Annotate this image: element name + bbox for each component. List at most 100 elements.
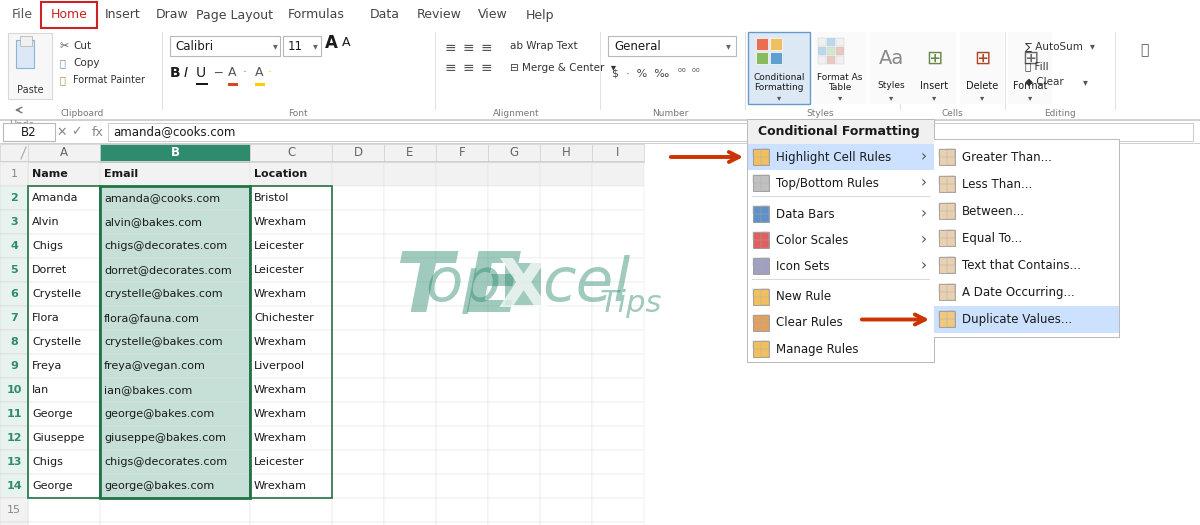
Bar bbox=[934, 252, 1120, 279]
Bar bbox=[592, 162, 644, 186]
Text: Draw: Draw bbox=[156, 8, 188, 22]
Text: Styles: Styles bbox=[877, 81, 905, 90]
Text: Formatting: Formatting bbox=[755, 83, 804, 92]
Text: Review: Review bbox=[416, 8, 462, 22]
Bar bbox=[748, 201, 934, 227]
Bar bbox=[754, 289, 769, 297]
Text: ⁰⁰  ⁰⁰: ⁰⁰ ⁰⁰ bbox=[678, 68, 700, 78]
Bar bbox=[384, 282, 436, 306]
Text: Chigs: Chigs bbox=[32, 457, 62, 467]
Bar bbox=[250, 450, 332, 474]
Bar bbox=[228, 83, 238, 86]
Bar bbox=[947, 230, 955, 246]
Text: View: View bbox=[478, 8, 508, 22]
Bar bbox=[947, 257, 955, 273]
Text: Ian: Ian bbox=[32, 385, 49, 395]
Bar bbox=[592, 498, 644, 522]
Bar bbox=[540, 498, 592, 522]
Bar bbox=[0, 378, 28, 402]
Bar bbox=[436, 474, 488, 498]
Bar bbox=[934, 279, 1120, 306]
Bar bbox=[436, 426, 488, 450]
Text: Font: Font bbox=[288, 110, 308, 119]
Bar bbox=[332, 402, 384, 426]
Bar bbox=[754, 232, 769, 240]
Bar bbox=[934, 139, 1120, 338]
Text: A: A bbox=[325, 34, 338, 52]
Bar bbox=[488, 186, 540, 210]
Text: B: B bbox=[170, 146, 180, 160]
Bar bbox=[332, 354, 384, 378]
Bar bbox=[940, 311, 955, 327]
Text: chigs@decorates.com: chigs@decorates.com bbox=[104, 241, 227, 251]
Bar bbox=[384, 186, 436, 210]
Text: Greater Than...: Greater Than... bbox=[962, 151, 1052, 164]
Text: Number: Number bbox=[652, 110, 688, 119]
Text: Chichester: Chichester bbox=[254, 313, 313, 323]
Bar bbox=[100, 522, 250, 525]
Text: fx: fx bbox=[92, 125, 104, 139]
Text: ⊞: ⊞ bbox=[1022, 48, 1038, 68]
Bar bbox=[2, 123, 55, 141]
Text: Delete: Delete bbox=[966, 81, 998, 91]
Bar bbox=[0, 28, 1200, 120]
Text: Format: Format bbox=[1013, 81, 1048, 91]
Bar bbox=[100, 402, 250, 426]
Bar bbox=[748, 310, 934, 336]
Text: Between...: Between... bbox=[962, 205, 1025, 218]
Text: Location: Location bbox=[254, 169, 307, 179]
Text: Wrexham: Wrexham bbox=[254, 217, 307, 227]
Bar bbox=[940, 284, 955, 292]
Bar bbox=[100, 258, 250, 282]
Bar bbox=[934, 140, 1120, 337]
Bar bbox=[754, 206, 769, 222]
Bar bbox=[754, 289, 769, 305]
Bar bbox=[100, 498, 250, 522]
Text: ⬜: ⬜ bbox=[60, 58, 66, 68]
Bar bbox=[436, 186, 488, 210]
Text: Undo: Undo bbox=[10, 120, 35, 130]
Bar bbox=[940, 230, 955, 246]
Bar bbox=[870, 32, 912, 104]
Bar bbox=[934, 144, 1120, 171]
Bar bbox=[754, 232, 769, 248]
Bar bbox=[748, 120, 934, 362]
Bar bbox=[250, 186, 332, 498]
Bar bbox=[540, 354, 592, 378]
Bar bbox=[827, 38, 835, 46]
Bar bbox=[818, 47, 826, 55]
Bar bbox=[100, 474, 250, 498]
Bar bbox=[436, 144, 488, 162]
Bar bbox=[0, 120, 1200, 121]
Bar bbox=[250, 144, 332, 162]
Bar bbox=[752, 196, 930, 197]
Bar bbox=[592, 186, 644, 210]
Text: Icon Sets: Icon Sets bbox=[776, 259, 829, 272]
Text: 7: 7 bbox=[10, 313, 18, 323]
Text: Home: Home bbox=[50, 8, 88, 22]
Bar bbox=[332, 426, 384, 450]
Text: cel: cel bbox=[542, 255, 630, 313]
Bar bbox=[754, 341, 769, 349]
Text: T: T bbox=[395, 247, 452, 329]
Bar bbox=[748, 253, 934, 279]
Bar bbox=[940, 176, 955, 192]
Bar bbox=[748, 120, 934, 144]
Text: Formulas: Formulas bbox=[288, 8, 344, 22]
Bar bbox=[592, 306, 644, 330]
Bar bbox=[250, 282, 332, 306]
Text: george@bakes.com: george@bakes.com bbox=[104, 481, 215, 491]
Bar bbox=[960, 32, 1004, 104]
Bar bbox=[814, 32, 866, 104]
Text: Format Painter: Format Painter bbox=[73, 75, 145, 85]
Bar bbox=[436, 162, 488, 186]
Bar bbox=[754, 206, 769, 214]
Bar bbox=[332, 474, 384, 498]
Bar bbox=[540, 402, 592, 426]
Bar bbox=[384, 210, 436, 234]
Text: U: U bbox=[196, 66, 206, 80]
Text: ›: › bbox=[922, 258, 928, 274]
Text: George: George bbox=[32, 481, 73, 491]
Bar bbox=[332, 234, 384, 258]
Text: Name: Name bbox=[32, 169, 67, 179]
